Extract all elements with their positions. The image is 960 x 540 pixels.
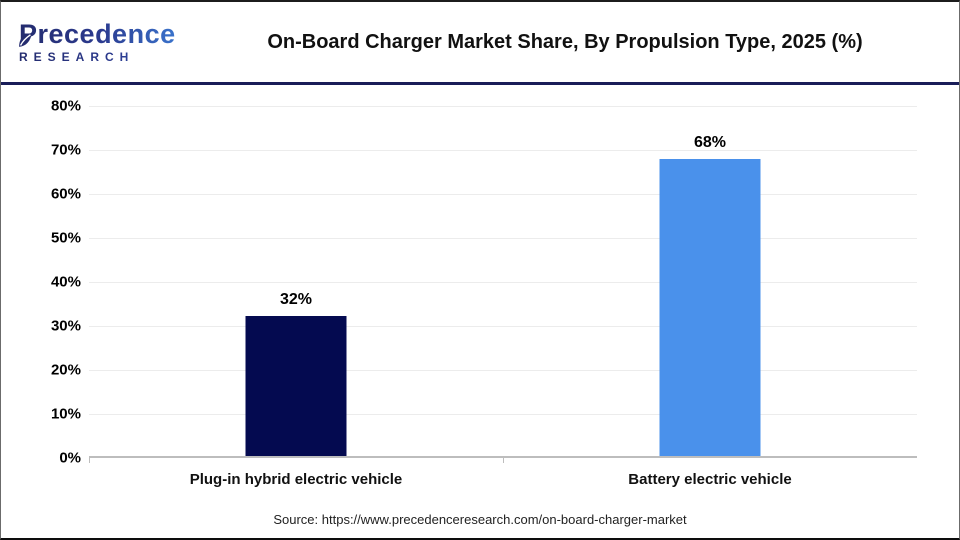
y-axis-tick-label: 70% [50, 141, 81, 159]
y-axis-tick-label: 20% [50, 361, 81, 379]
gridline [89, 194, 917, 195]
logo-subtitle: RESEARCH [19, 51, 201, 63]
bar-bev [659, 158, 761, 456]
y-axis: 80% 70% 60% 50% 40% 30% 20% 10% 0% [1, 98, 81, 467]
x-axis-category-label: Plug-in hybrid electric vehicle [189, 471, 403, 488]
gridline [89, 106, 917, 107]
chart-area: 80% 70% 60% 50% 40% 30% 20% 10% 0% 32% [1, 85, 959, 537]
bar-value-label: 32% [279, 291, 313, 308]
y-axis-tick-label: 80% [50, 97, 81, 115]
x-axis-tick [503, 456, 504, 463]
bar-group-bev: 68% [659, 133, 761, 456]
precedence-logo: Precedence RESEARCH [1, 21, 201, 64]
bar-value-label: 68% [693, 133, 727, 151]
header-divider [1, 82, 959, 85]
y-axis-tick-label: 40% [50, 273, 81, 291]
category-cell-phev: 32% [89, 106, 503, 456]
gridline [89, 414, 917, 415]
x-axis: Plug-in hybrid electric vehicle Battery … [89, 471, 917, 488]
leaf-icon [19, 33, 32, 47]
gridline [89, 150, 917, 151]
gridline [89, 238, 917, 239]
y-axis-tick-label: 0% [59, 449, 81, 467]
plot-area: 32% 68% [89, 106, 917, 463]
bar-group-phev: 32% [245, 291, 347, 456]
bar-series: 32% 68% [89, 106, 917, 456]
gridline [89, 326, 917, 327]
logo-wordmark: Precedence [19, 21, 201, 48]
source-text: Source: https://www.precedenceresearch.c… [273, 512, 687, 527]
chart-header: Precedence RESEARCH On-Board Charger Mar… [1, 2, 959, 82]
y-axis-tick-label: 60% [50, 185, 81, 203]
gridline [89, 282, 917, 283]
x-axis-tick [89, 456, 90, 463]
y-axis-tick-label: 10% [50, 405, 81, 423]
bar-phev [245, 316, 347, 456]
y-axis-tick-label: 30% [50, 317, 81, 335]
x-axis-category-label: Battery electric vehicle [628, 471, 792, 488]
y-axis-tick-label: 50% [50, 229, 81, 247]
chart-title: On-Board Charger Market Share, By Propul… [267, 30, 863, 53]
category-cell-bev: 68% [503, 106, 917, 456]
gridline [89, 370, 917, 371]
